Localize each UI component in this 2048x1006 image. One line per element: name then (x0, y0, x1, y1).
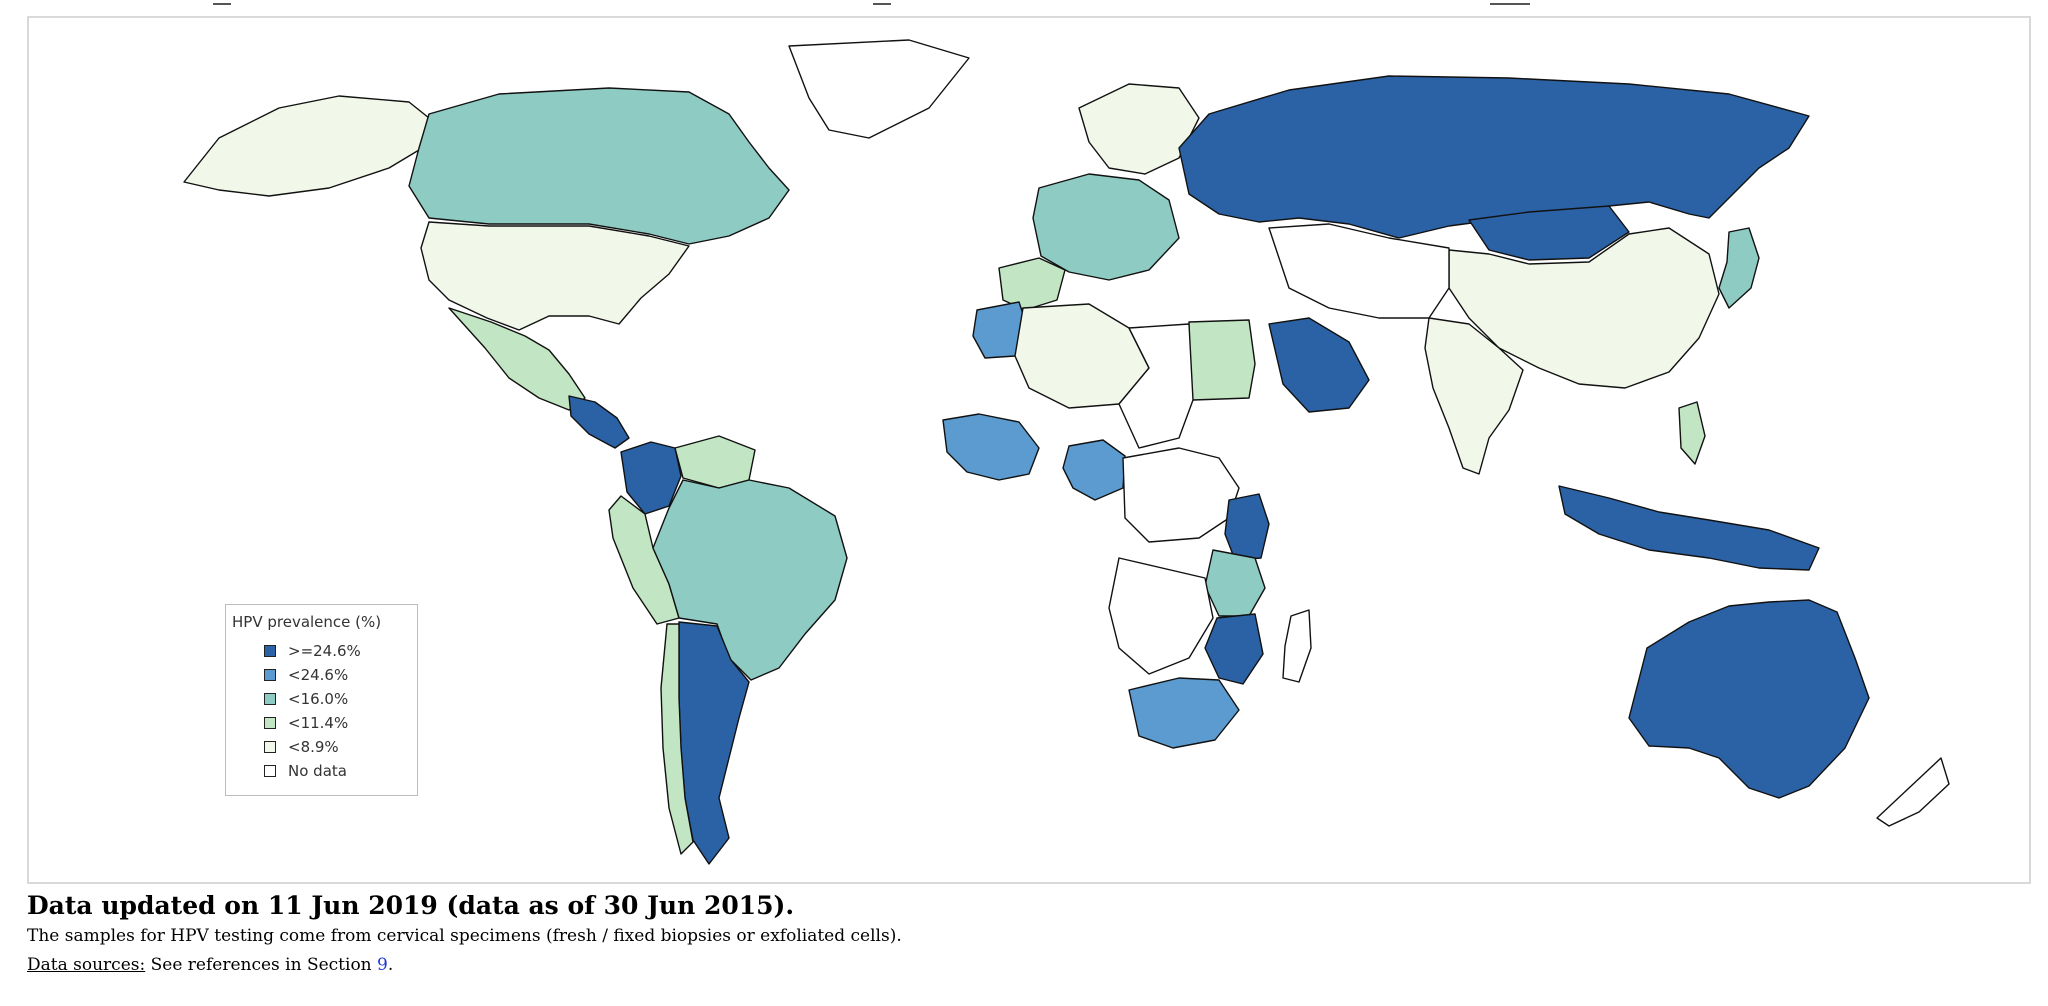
region-iberia[interactable] (998, 257, 1066, 311)
legend-item: >=24.6% (264, 641, 361, 661)
region-japan[interactable] (1718, 227, 1760, 309)
region-kenya[interactable] (1224, 493, 1270, 561)
region-brazil[interactable] (652, 479, 848, 681)
region-madagascar[interactable] (1282, 609, 1312, 683)
region-peru[interactable] (608, 495, 680, 625)
sources-text: See references in Section (145, 955, 378, 975)
sources-end: . (387, 955, 394, 975)
caption-note: The samples for HPV testing come from ce… (27, 926, 902, 946)
region-philippines[interactable] (1678, 401, 1706, 465)
region-southern-africa-other[interactable] (1108, 557, 1214, 675)
region-russia[interactable] (1178, 75, 1810, 239)
legend-label: >=24.6% (288, 642, 361, 660)
region-west-africa[interactable] (942, 413, 1040, 481)
legend-swatch (264, 669, 276, 681)
region-central-america[interactable] (568, 395, 630, 449)
legend-item: No data (264, 761, 347, 781)
region-greenland[interactable] (788, 39, 970, 139)
legend-swatch (264, 717, 276, 729)
region-western-europe[interactable] (1032, 173, 1180, 281)
region-alaska[interactable] (183, 95, 430, 197)
region-india[interactable] (1424, 317, 1524, 475)
region-usa[interactable] (420, 221, 690, 331)
caption-title: Data updated on 11 Jun 2019 (data as of … (27, 891, 795, 920)
legend-item: <8.9% (264, 737, 339, 757)
region-south-africa[interactable] (1128, 677, 1240, 749)
top-edge-marks (0, 0, 2048, 8)
legend-swatch (264, 765, 276, 777)
section-link[interactable]: 9 (377, 955, 388, 975)
region-central-africa[interactable] (1122, 447, 1240, 543)
sources-label: Data sources: (27, 955, 146, 975)
region-nigeria[interactable] (1062, 439, 1126, 501)
region-mongolia[interactable] (1468, 205, 1630, 261)
region-scandinavia[interactable] (1078, 83, 1200, 175)
region-china[interactable] (1448, 227, 1720, 389)
legend-label: <8.9% (288, 738, 339, 756)
region-tanzania[interactable] (1204, 549, 1266, 617)
region-chile[interactable] (660, 623, 694, 855)
region-colombia[interactable] (620, 441, 682, 515)
region-new-zealand[interactable] (1876, 757, 1950, 827)
region-egypt[interactable] (1188, 319, 1256, 401)
legend-item: <11.4% (264, 713, 348, 733)
region-saudi-arabia[interactable] (1268, 317, 1370, 413)
caption-sources: Data sources: See references in Section … (27, 950, 2027, 980)
legend-label: <16.0% (288, 690, 349, 708)
region-mozambique[interactable] (1204, 613, 1264, 685)
legend-item: <24.6% (264, 665, 348, 685)
legend-item: <16.0% (264, 689, 348, 709)
map-legend: HPV prevalence (%) >=24.6% <24.6% <16.0%… (225, 604, 418, 796)
legend-swatch (264, 693, 276, 705)
legend-swatch (264, 741, 276, 753)
legend-label: No data (288, 762, 347, 780)
region-indonesia[interactable] (1558, 485, 1820, 571)
map-caption: Data updated on 11 Jun 2019 (data as of … (27, 889, 2027, 980)
legend-swatch (264, 645, 276, 657)
legend-label: <11.4% (288, 714, 349, 732)
region-north-africa-other[interactable] (1118, 323, 1194, 449)
region-canada[interactable] (408, 87, 790, 245)
region-central-asia[interactable] (1268, 223, 1450, 319)
legend-title: HPV prevalence (%) (232, 613, 382, 631)
world-map[interactable] (29, 18, 2029, 882)
legend-label: <24.6% (288, 666, 349, 684)
region-australia[interactable] (1628, 599, 1870, 799)
region-mexico[interactable] (448, 307, 586, 411)
